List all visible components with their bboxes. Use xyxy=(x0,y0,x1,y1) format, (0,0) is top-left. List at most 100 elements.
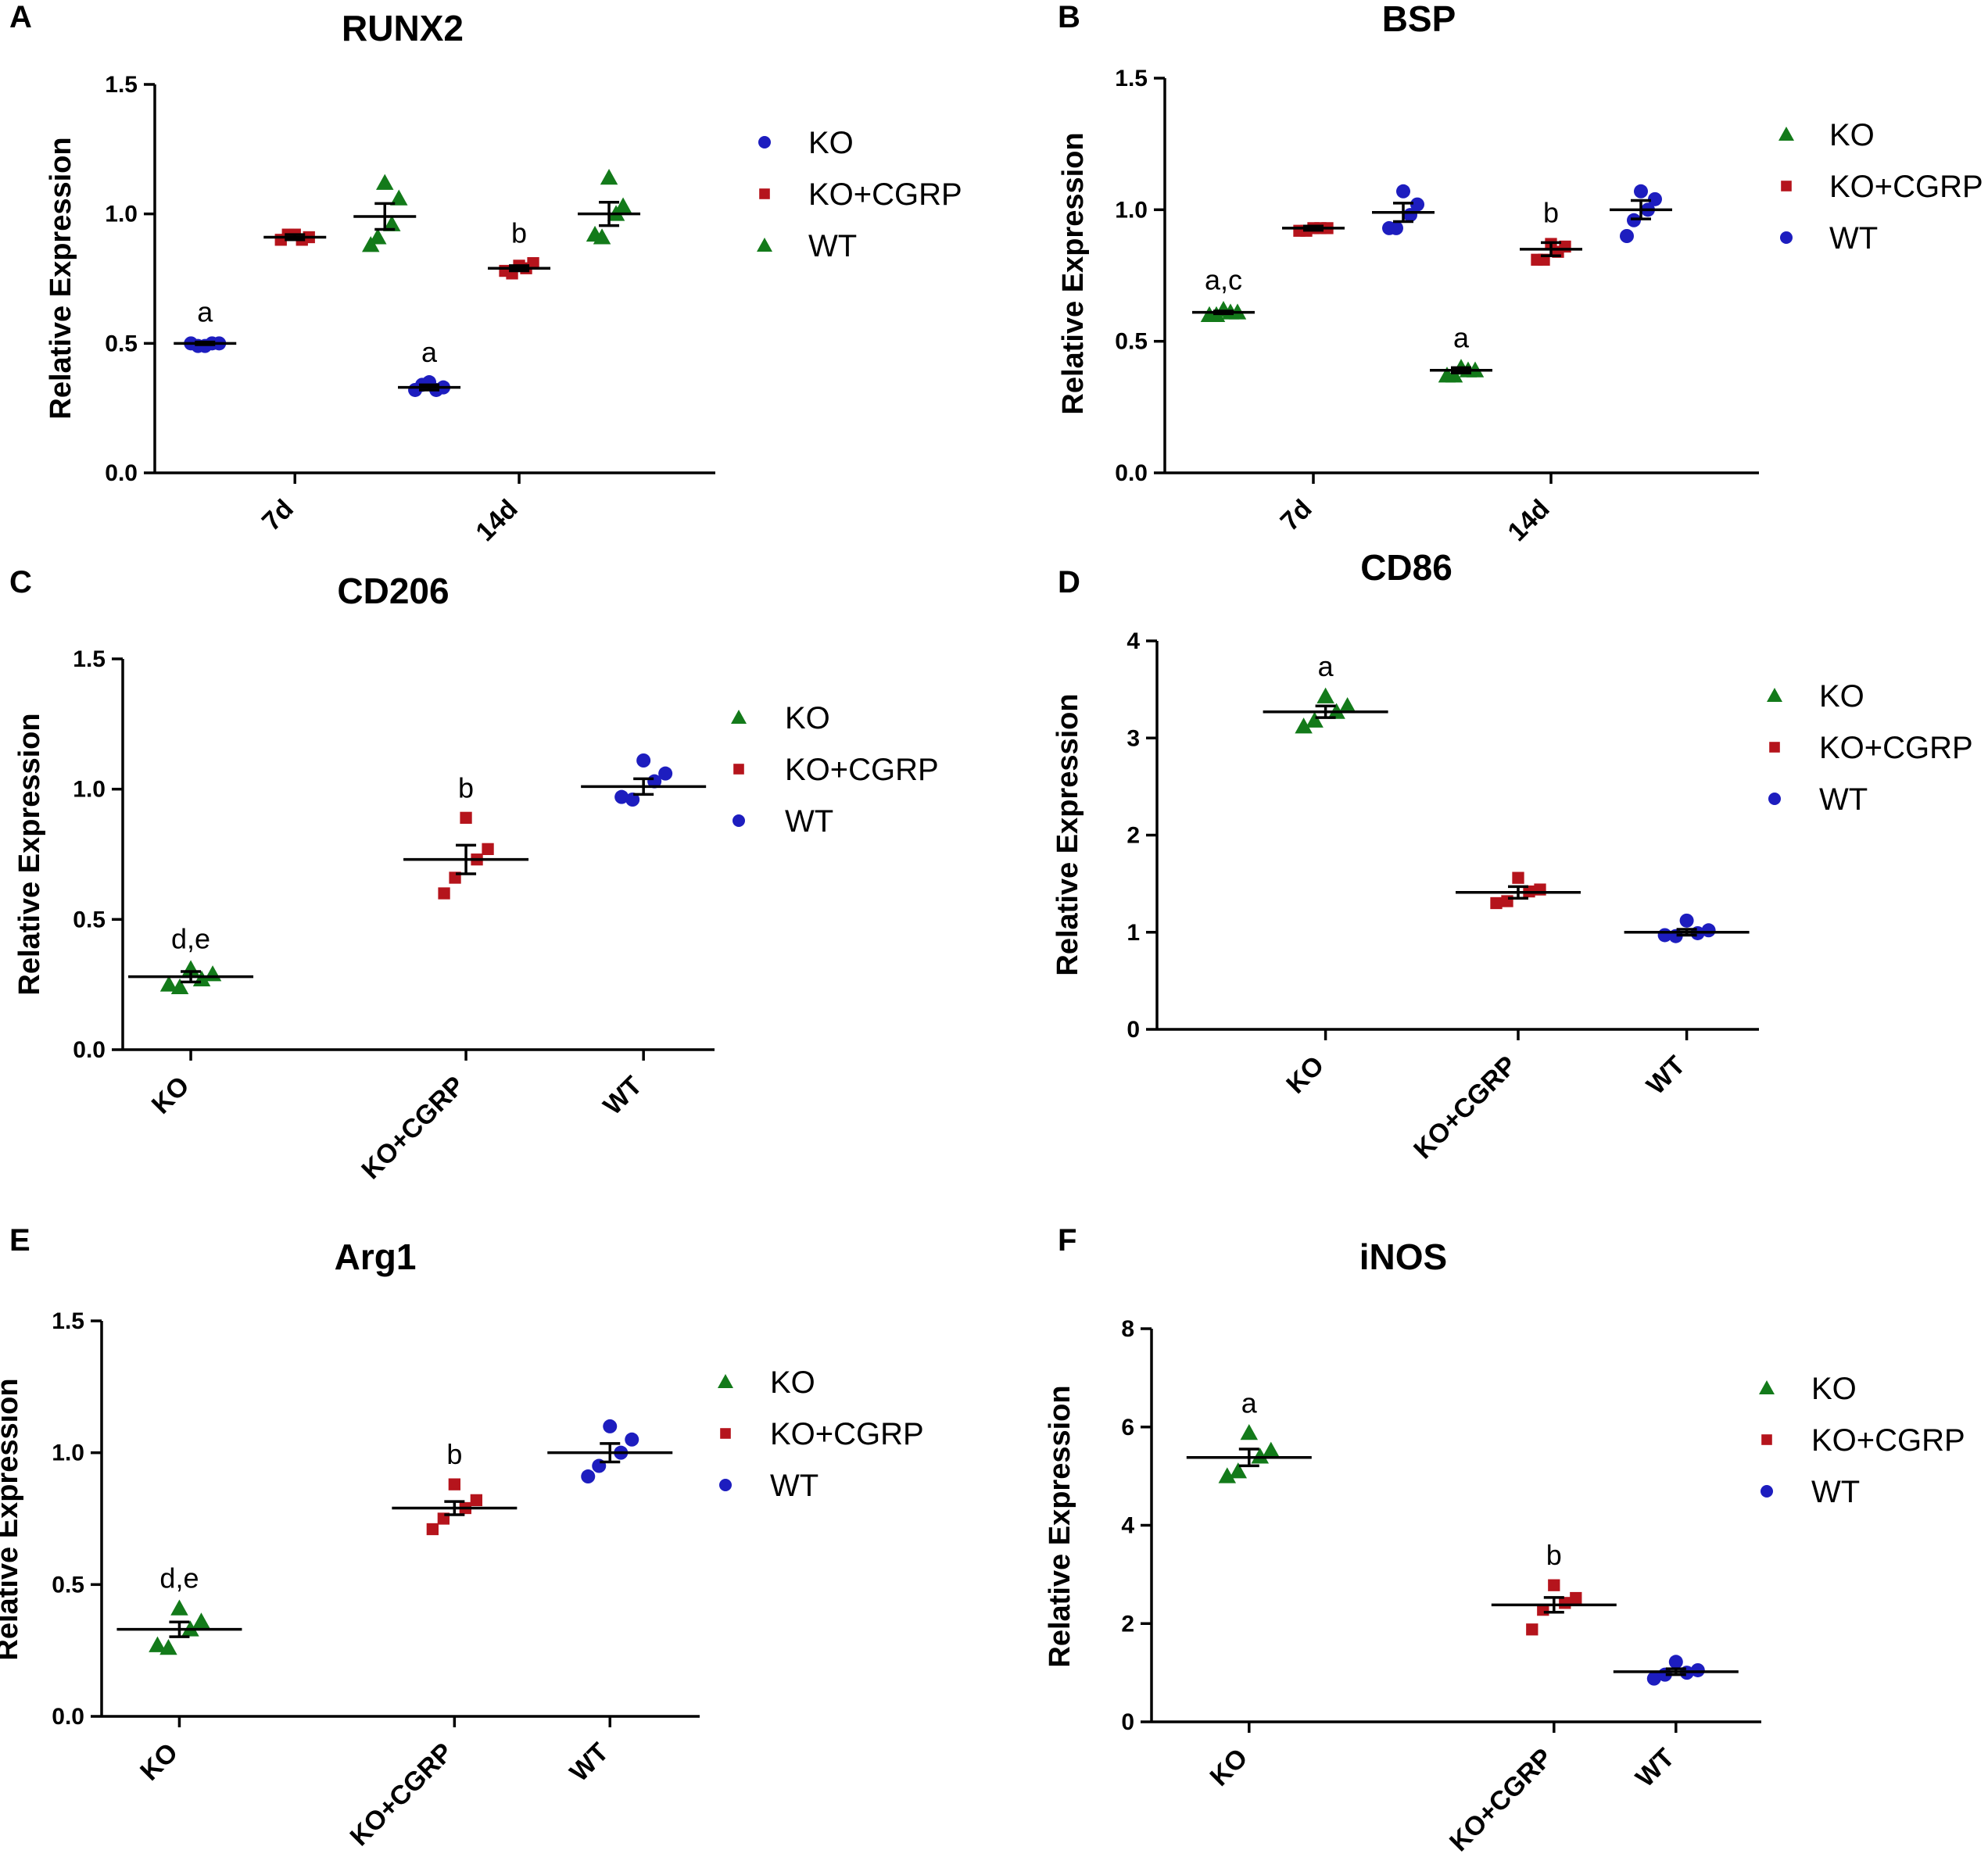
group-wt-wt xyxy=(1613,1655,1739,1686)
group-ko-cgrp-ko-cgrp: b xyxy=(392,1438,518,1536)
chart-title: RUNX2 xyxy=(342,8,464,48)
legend-label: WT xyxy=(1829,221,1878,256)
legend-label: WT xyxy=(808,229,857,263)
data-point xyxy=(1240,1424,1259,1440)
data-point xyxy=(192,1612,210,1629)
panel-letter: C xyxy=(9,565,32,599)
y-tick-label: 1.0 xyxy=(52,1440,84,1466)
group-7d-ko-cgrp xyxy=(1282,222,1345,237)
legend: KO KO+CGRP WT xyxy=(1778,118,1983,256)
legend-label: KO xyxy=(1811,1372,1857,1406)
legend-label: KO+CGRP xyxy=(1819,731,1973,765)
legend: KO KO+CGRP WT xyxy=(1767,679,1973,817)
data-point xyxy=(1512,871,1524,884)
data-point xyxy=(369,228,387,245)
significance-label: a xyxy=(1453,321,1470,353)
y-tick-label: 6 xyxy=(1121,1415,1134,1440)
legend-marker xyxy=(759,188,770,199)
chart-title: iNOS xyxy=(1359,1236,1447,1277)
y-tick-label: 0.5 xyxy=(105,331,138,356)
legend: KO KO+CGRP WT xyxy=(757,126,962,263)
y-tick-label: 2 xyxy=(1121,1611,1134,1637)
significance-label: a,c xyxy=(1205,263,1242,295)
legend-label: KO xyxy=(1829,118,1875,152)
y-tick-label: 0.0 xyxy=(52,1704,84,1730)
group-ko-cgrp-ko-cgrp: b xyxy=(403,771,529,900)
legend-marker xyxy=(720,1428,731,1439)
data-point xyxy=(1668,1655,1683,1669)
x-tick-label: KO+CGRP xyxy=(1408,1050,1522,1165)
x-tick-label: WT xyxy=(598,1071,648,1121)
group-ko-ko: a xyxy=(1263,650,1388,734)
y-tick-label: 1.5 xyxy=(1115,66,1148,91)
group-ko-cgrp-ko-cgrp: b xyxy=(1491,1539,1617,1636)
legend-marker xyxy=(1768,793,1781,805)
data-point xyxy=(1570,1591,1582,1605)
y-tick-label: 1.0 xyxy=(73,777,106,803)
group-ko-cgrp-ko-cgrp xyxy=(1456,871,1581,910)
significance-label: b xyxy=(446,1438,462,1470)
panel-letter: E xyxy=(9,1223,30,1258)
panel-a: A RUNX2 Relative Expression 0.0 0.5 1.0 1.5 7d 1… xyxy=(9,0,962,547)
data-point xyxy=(159,1639,177,1655)
data-point xyxy=(1229,1462,1248,1479)
data-point xyxy=(482,843,494,855)
data-point xyxy=(614,197,632,213)
group-ko-ko: a xyxy=(1186,1387,1312,1483)
data-point xyxy=(581,1469,596,1484)
data-point xyxy=(376,174,394,190)
significance-label: b xyxy=(1543,196,1559,228)
y-tick-label: 0.5 xyxy=(73,907,106,932)
legend-marker xyxy=(1759,1380,1775,1394)
legend-marker xyxy=(1778,127,1794,141)
group-wt-wt xyxy=(581,753,707,807)
legend-marker xyxy=(1761,1434,1772,1445)
legend-marker xyxy=(718,1374,733,1388)
legend: KO KO+CGRP WT xyxy=(1759,1372,1965,1509)
data-point xyxy=(390,189,408,206)
y-tick-label: 3 xyxy=(1127,725,1140,751)
group-ko-ko: d,e xyxy=(116,1562,242,1655)
data-point xyxy=(1548,1579,1560,1591)
group-7d-wt xyxy=(1372,184,1435,235)
y-tick-label: 1.5 xyxy=(73,646,106,672)
y-tick-label: 4 xyxy=(1127,628,1140,654)
group-wt-wt xyxy=(1624,913,1750,943)
significance-label: a xyxy=(1318,650,1334,682)
x-tick-label: KO xyxy=(134,1737,184,1787)
y-tick-label: 1.5 xyxy=(52,1308,84,1334)
panel-letter: B xyxy=(1058,0,1080,34)
group-14d-wt xyxy=(1610,184,1672,243)
x-tick-label: WT xyxy=(1630,1743,1680,1793)
significance-label: a xyxy=(197,296,213,328)
panel-letter: A xyxy=(9,0,32,34)
data-point xyxy=(1690,1662,1705,1677)
data-point xyxy=(1389,220,1403,235)
x-tick-label: KO xyxy=(146,1071,195,1120)
y-tick-label: 4 xyxy=(1121,1513,1134,1539)
legend-label: WT xyxy=(1811,1475,1860,1509)
data-point xyxy=(636,753,651,768)
data-point xyxy=(1316,687,1334,703)
data-point xyxy=(658,766,673,781)
data-point xyxy=(1295,717,1313,734)
y-tick-label: 0.0 xyxy=(1115,460,1148,486)
y-axis-label: Relative Expression xyxy=(1057,132,1090,414)
y-tick-label: 0 xyxy=(1127,1017,1140,1043)
data-point xyxy=(159,975,178,992)
group-7d-ko: a xyxy=(174,296,237,353)
y-tick-label: 0.5 xyxy=(52,1572,84,1598)
y-tick-label: 0.0 xyxy=(73,1037,106,1063)
data-point xyxy=(1306,711,1324,728)
group-7d-wt xyxy=(353,174,417,252)
data-point xyxy=(625,1432,639,1447)
y-axis-label: Relative Expression xyxy=(13,713,46,995)
data-point xyxy=(1648,191,1662,206)
panel-letter: F xyxy=(1058,1223,1076,1258)
legend-label: WT xyxy=(770,1469,818,1503)
data-point xyxy=(1620,229,1634,243)
y-tick-label: 1.0 xyxy=(105,202,138,227)
